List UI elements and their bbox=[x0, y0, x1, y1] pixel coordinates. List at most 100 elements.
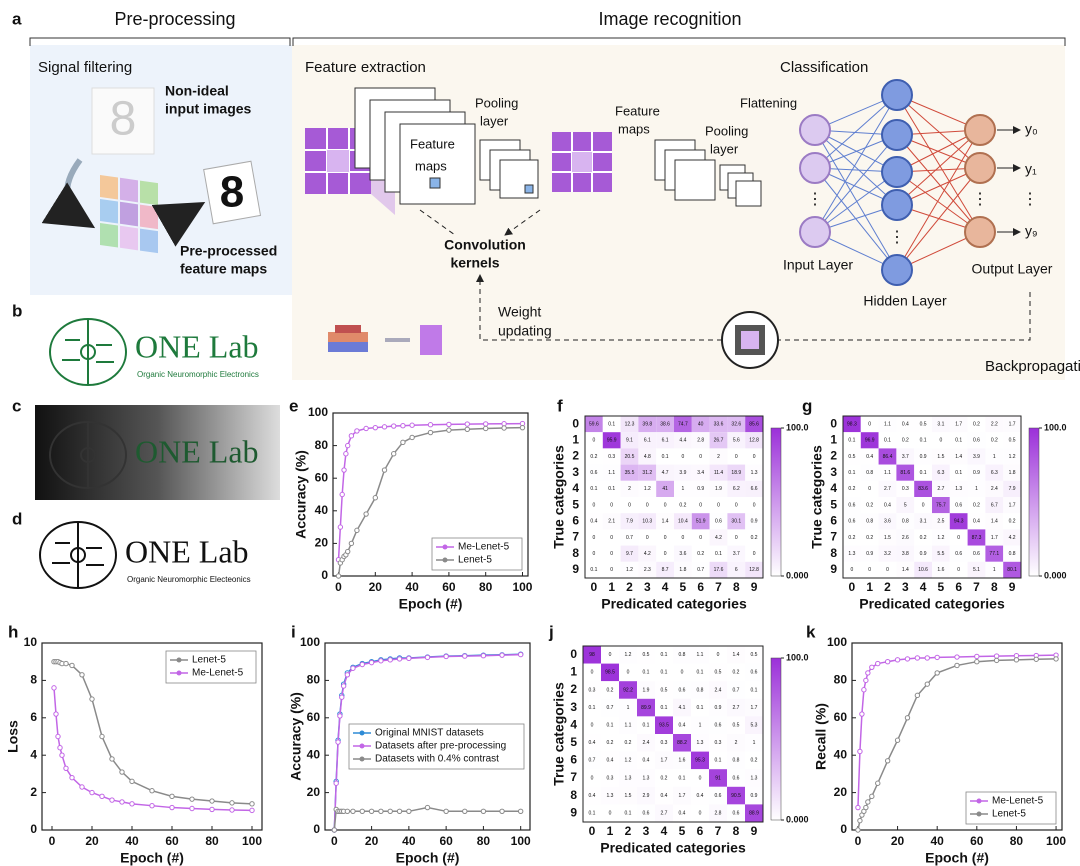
digit: 8 bbox=[110, 93, 137, 146]
point bbox=[1033, 656, 1039, 662]
cell-label: 0.6 bbox=[848, 502, 855, 508]
cell bbox=[583, 646, 601, 664]
y-tick-label: 80 bbox=[834, 673, 848, 687]
x-tick-label: 5 bbox=[679, 824, 686, 838]
cell bbox=[674, 497, 692, 514]
node bbox=[881, 79, 913, 111]
point bbox=[363, 425, 369, 432]
cell bbox=[967, 513, 986, 530]
cell bbox=[691, 513, 710, 530]
cell-label: 0 bbox=[682, 454, 685, 460]
logo-subtitle: Organic Neuromorphic Electronics bbox=[137, 370, 259, 379]
cell bbox=[601, 716, 619, 734]
point bbox=[129, 778, 135, 785]
cell bbox=[691, 646, 709, 664]
cell bbox=[1003, 416, 1021, 433]
cell bbox=[914, 480, 932, 497]
x-tick-label: 8 bbox=[733, 824, 740, 838]
legend-marker bbox=[442, 544, 448, 550]
cell bbox=[709, 529, 728, 546]
cell-label: 0.1 bbox=[955, 470, 962, 476]
cell-label: 3.1 bbox=[920, 519, 927, 525]
plot-frame bbox=[41, 642, 263, 831]
feature-maps bbox=[354, 87, 539, 205]
point bbox=[354, 527, 360, 534]
cell-label: 2.5 bbox=[937, 519, 944, 525]
point bbox=[59, 752, 65, 758]
cell bbox=[843, 513, 861, 530]
cell bbox=[583, 681, 601, 699]
point bbox=[904, 656, 911, 662]
cell-label: 0.9 bbox=[920, 454, 927, 460]
cell-label: 0.5 bbox=[733, 723, 740, 729]
point bbox=[354, 428, 360, 434]
cell bbox=[709, 464, 728, 481]
point bbox=[359, 808, 365, 814]
panel-letter: e bbox=[289, 396, 298, 415]
plot-frame bbox=[324, 642, 531, 831]
plot-frame bbox=[584, 415, 764, 579]
label: Feature extraction bbox=[305, 59, 426, 76]
cell bbox=[674, 513, 692, 530]
cell bbox=[914, 416, 932, 433]
y-tick-label: 6 bbox=[830, 513, 837, 527]
label: layer bbox=[710, 141, 739, 156]
cell bbox=[727, 464, 746, 481]
y-tick-label: 20 bbox=[834, 785, 848, 799]
cell bbox=[673, 663, 691, 682]
cell bbox=[601, 769, 619, 787]
cell bbox=[985, 497, 1004, 514]
cell-label: 4.8 bbox=[644, 454, 651, 460]
legend-label: Lenet-5 bbox=[192, 655, 226, 666]
cell-label: 0.1 bbox=[751, 687, 758, 693]
cell bbox=[602, 448, 621, 465]
cell bbox=[914, 464, 932, 481]
cell bbox=[585, 513, 603, 530]
cell-label: 0.9 bbox=[715, 705, 722, 711]
cell-label: 1.7 bbox=[955, 421, 962, 427]
cell bbox=[673, 786, 691, 805]
point bbox=[363, 511, 369, 517]
legend-box bbox=[431, 537, 523, 571]
point bbox=[69, 774, 75, 781]
cell-label: 0.3 bbox=[589, 687, 596, 693]
point bbox=[229, 807, 235, 813]
cell-label: 3.7 bbox=[733, 551, 740, 557]
cell bbox=[932, 416, 950, 433]
cell bbox=[727, 416, 746, 433]
cell-label: 0 bbox=[610, 502, 613, 508]
cell bbox=[656, 545, 674, 562]
point bbox=[109, 797, 115, 803]
cell-label: 0.4 bbox=[866, 454, 873, 460]
cell-label: 1.3 bbox=[751, 775, 758, 781]
cell bbox=[745, 432, 763, 449]
cell bbox=[583, 716, 601, 734]
cell bbox=[709, 663, 727, 682]
cell bbox=[745, 529, 763, 546]
cell-label: 0 bbox=[699, 502, 702, 508]
cell bbox=[637, 769, 655, 787]
point bbox=[409, 422, 415, 428]
point bbox=[462, 653, 468, 659]
x-axis-label: Epoch (#) bbox=[399, 596, 463, 612]
cell bbox=[727, 513, 746, 530]
cell-label: 0 bbox=[957, 567, 960, 573]
cell bbox=[656, 529, 674, 546]
point bbox=[209, 806, 215, 813]
node bbox=[799, 216, 831, 248]
cell bbox=[949, 416, 968, 433]
cell bbox=[601, 786, 619, 805]
cell bbox=[602, 480, 621, 497]
cell bbox=[602, 432, 621, 449]
panel-letter: g bbox=[802, 396, 812, 415]
label: Hidden Layer bbox=[863, 293, 947, 309]
cell-label: 0.5 bbox=[715, 670, 722, 676]
x-tick-label: 8 bbox=[991, 580, 998, 594]
cell-label: 0.2 bbox=[902, 438, 909, 444]
cell bbox=[585, 464, 603, 481]
edge bbox=[896, 129, 981, 271]
cell-label: 6.1 bbox=[644, 438, 651, 444]
point bbox=[396, 808, 403, 814]
point bbox=[865, 670, 871, 676]
